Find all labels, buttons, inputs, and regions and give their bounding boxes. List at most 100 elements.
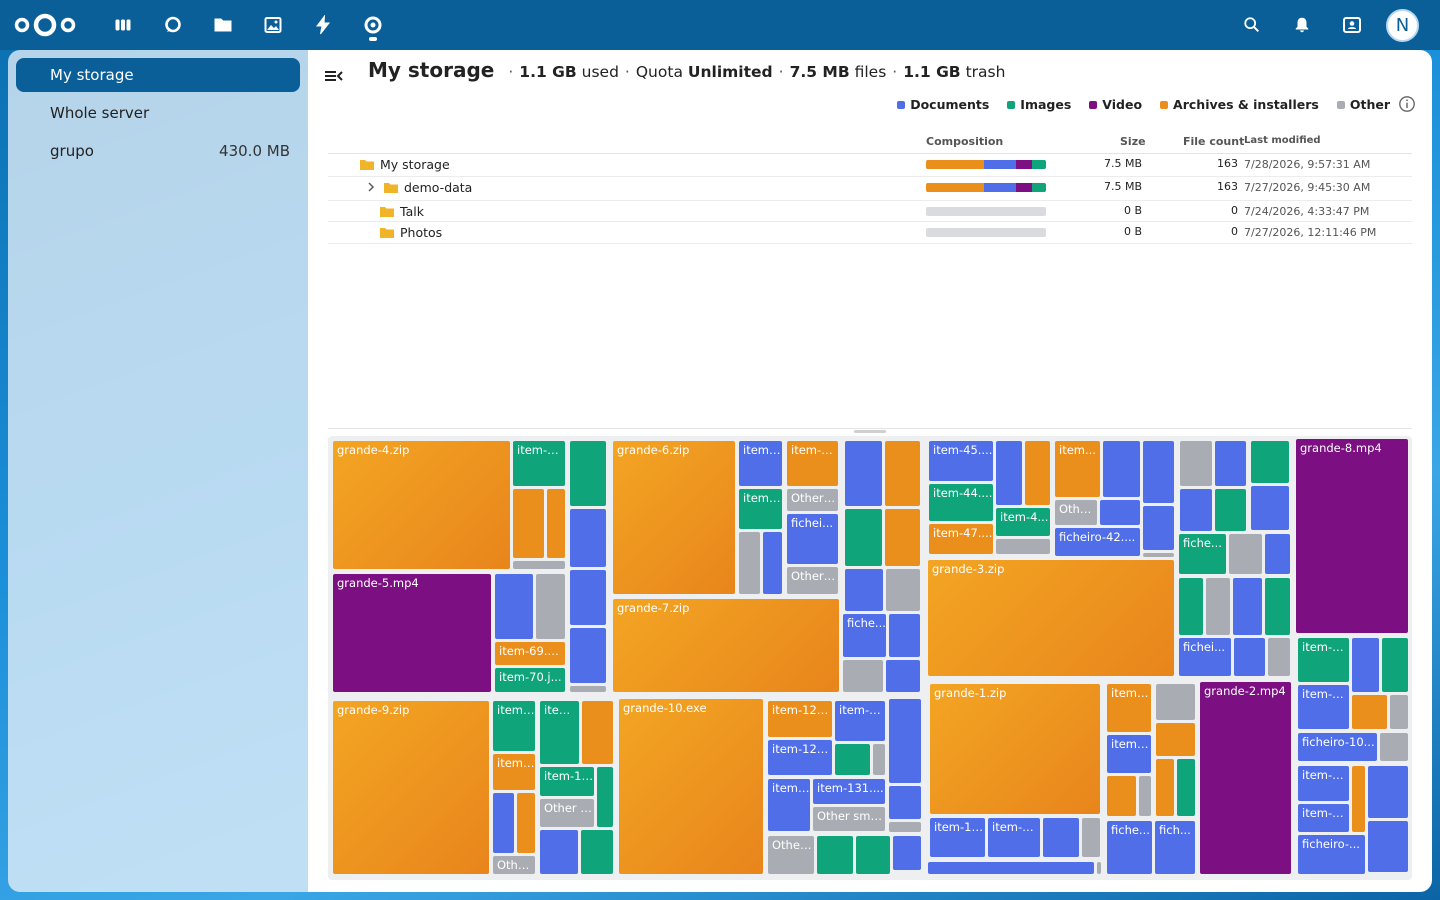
treemap-tile[interactable]	[889, 699, 921, 783]
toggle-navigation-icon[interactable]	[322, 66, 346, 86]
treemap-tile[interactable]	[513, 561, 565, 569]
treemap-tile[interactable]: grande-5.mp4	[333, 574, 491, 692]
treemap-tile[interactable]	[886, 660, 920, 692]
treemap-tile[interactable]: item-1...	[1298, 685, 1349, 729]
treemap-tile[interactable]	[517, 793, 535, 853]
treemap-tile[interactable]	[536, 574, 565, 639]
contacts-icon[interactable]	[1340, 13, 1364, 37]
legend-documents[interactable]: Documents	[897, 97, 989, 112]
treemap-tile[interactable]	[1139, 776, 1151, 816]
treemap-tile[interactable]: Other...	[493, 856, 535, 874]
treemap-tile[interactable]: Other ...	[787, 567, 838, 594]
search-icon[interactable]	[1240, 13, 1264, 37]
treemap-tile[interactable]	[1097, 862, 1101, 874]
treemap-tile[interactable]: item-47....	[929, 524, 993, 554]
treemap-tile[interactable]: item-...	[739, 489, 782, 529]
treemap-tile[interactable]	[1143, 506, 1174, 550]
treemap-tile[interactable]	[885, 441, 920, 506]
info-icon[interactable]	[1398, 95, 1416, 113]
treemap-tile[interactable]: Other s...	[540, 799, 594, 827]
treemap-tile[interactable]: fichei...	[787, 514, 838, 564]
treemap-tile[interactable]: Other...	[768, 836, 814, 874]
treemap-tile[interactable]	[845, 441, 882, 506]
treemap-tile[interactable]: item-1...	[835, 701, 885, 741]
treemap-tile[interactable]: item-4...	[996, 508, 1050, 536]
files-icon[interactable]	[210, 12, 236, 38]
sidebar-item-whole-server[interactable]: Whole server	[16, 96, 300, 130]
treemap-tile[interactable]: item-...	[768, 779, 810, 831]
treemap-tile[interactable]: item-1...	[988, 818, 1040, 857]
treemap-tile[interactable]	[1382, 638, 1408, 692]
treemap-tile[interactable]: grande-2.mp4	[1200, 682, 1291, 874]
treemap-tile[interactable]: item-6...	[513, 441, 565, 486]
treemap-tile[interactable]	[1352, 695, 1387, 729]
treemap-tile[interactable]	[1390, 695, 1408, 729]
treemap-tile[interactable]	[493, 793, 514, 853]
talk-icon[interactable]	[160, 12, 186, 38]
treemap-tile[interactable]	[1025, 441, 1050, 505]
treemap-tile[interactable]	[570, 628, 606, 683]
treemap-tile[interactable]	[1265, 534, 1290, 574]
treemap-tile[interactable]	[1156, 759, 1174, 816]
treemap-tile[interactable]	[873, 744, 885, 775]
dashboard-icon[interactable]	[110, 12, 136, 38]
treemap-tile[interactable]: grande-6.zip	[613, 441, 735, 594]
treemap-tile[interactable]: fichei...	[1179, 638, 1231, 676]
treemap-tile[interactable]: item-8...	[787, 441, 838, 486]
treemap-tile[interactable]	[581, 830, 613, 874]
treemap-tile[interactable]	[1380, 733, 1408, 761]
treemap-tile[interactable]: ficheiro-...	[1298, 835, 1365, 874]
treemap-tile[interactable]: item...	[1055, 441, 1100, 497]
legend-video[interactable]: Video	[1089, 97, 1142, 112]
treemap-tile[interactable]	[1229, 534, 1262, 574]
treemap-tile[interactable]	[817, 836, 853, 874]
treemap-tile[interactable]: item-70.j...	[495, 668, 565, 692]
treemap-tile[interactable]	[1251, 486, 1289, 530]
treemap-tile[interactable]	[996, 539, 1050, 554]
treemap-tile[interactable]	[1103, 441, 1140, 497]
column-composition[interactable]: Composition	[926, 135, 1004, 148]
storage-icon[interactable]	[360, 12, 386, 38]
treemap-tile[interactable]	[889, 614, 920, 657]
treemap-tile[interactable]: item-1...	[1298, 638, 1349, 682]
activity-icon[interactable]	[310, 12, 336, 38]
treemap-tile[interactable]: item-...	[493, 701, 535, 751]
sidebar-item-my-storage[interactable]: My storage	[16, 58, 300, 92]
treemap-tile[interactable]	[1180, 489, 1212, 531]
legend-other[interactable]: Other	[1336, 97, 1390, 112]
table-row[interactable]: My storage 7.5 MB 163 7/28/2026, 9:57:31…	[328, 154, 1412, 177]
treemap-tile[interactable]	[1143, 441, 1174, 503]
treemap-tile[interactable]: item-123...	[768, 701, 832, 737]
treemap-tile[interactable]: item-1...	[1298, 766, 1349, 801]
treemap-tile[interactable]	[495, 574, 533, 639]
treemap-tile[interactable]: grande-8.mp4	[1296, 439, 1408, 633]
treemap-tile[interactable]	[570, 441, 606, 506]
treemap-tile[interactable]	[540, 830, 578, 874]
bell-icon[interactable]	[1290, 13, 1314, 37]
treemap-tile[interactable]	[889, 786, 921, 819]
photos-icon[interactable]	[260, 12, 286, 38]
treemap-tile[interactable]: item-15...	[930, 818, 985, 857]
treemap-tile[interactable]	[1107, 776, 1136, 816]
treemap-tile[interactable]: grande-10.exe	[619, 699, 763, 874]
treemap-tile[interactable]: grande-1.zip	[930, 684, 1100, 814]
treemap-tile[interactable]: item-69.e...	[495, 642, 565, 665]
treemap-tile[interactable]	[928, 862, 1094, 874]
treemap-tile[interactable]	[513, 489, 544, 558]
treemap-tile[interactable]: ficheiro-10...	[1298, 733, 1377, 761]
treemap-tile[interactable]	[597, 767, 613, 827]
sidebar-item-grupo[interactable]: grupo 430.0 MB	[16, 134, 300, 168]
treemap-tile[interactable]	[893, 836, 921, 870]
treemap-tile[interactable]	[1179, 578, 1203, 635]
treemap-tile[interactable]: fich...	[1155, 821, 1195, 874]
treemap-tile[interactable]	[845, 509, 882, 566]
treemap-tile[interactable]	[996, 441, 1022, 505]
treemap-tile[interactable]	[1177, 759, 1195, 816]
treemap-tile[interactable]	[570, 570, 606, 625]
treemap-tile[interactable]	[845, 569, 883, 611]
legend-images[interactable]: Images	[1007, 97, 1071, 112]
treemap-tile[interactable]	[1251, 441, 1289, 483]
treemap-tile[interactable]	[1215, 489, 1246, 531]
treemap-tile[interactable]	[856, 836, 890, 874]
treemap-tile[interactable]	[885, 509, 920, 566]
